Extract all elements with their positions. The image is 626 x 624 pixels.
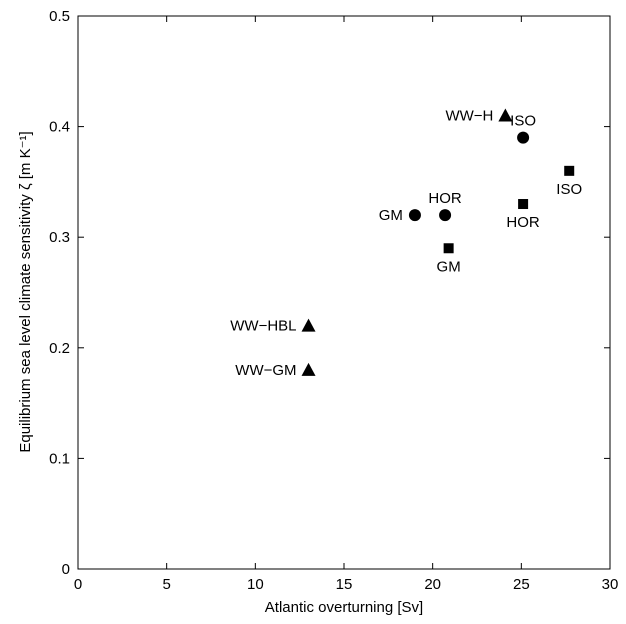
point-label: GM (437, 258, 461, 275)
x-tick-labels: 0 5 10 15 20 25 30 (74, 576, 619, 593)
circle-marker (408, 209, 421, 222)
x-tick-label: 25 (513, 576, 530, 593)
point-label: HOR (506, 214, 540, 231)
point-label: ISO (510, 113, 536, 130)
y-tick-labels: 0 0.1 0.2 0.3 0.4 0.5 (49, 8, 70, 578)
triangle-marker (498, 108, 513, 122)
x-tick-label: 5 (162, 576, 170, 593)
y-tick-label: 0.3 (49, 229, 70, 246)
axis-ticks (77, 15, 611, 570)
y-tick-label: 0.5 (49, 8, 70, 25)
y-tick-label: 0.4 (49, 119, 70, 136)
y-tick-label: 0.2 (49, 340, 70, 357)
square-marker (564, 165, 575, 176)
triangle-marker (301, 318, 316, 332)
point-label: HOR (428, 190, 462, 207)
y-tick-label: 0.1 (49, 450, 70, 467)
point-label: ISO (556, 181, 582, 198)
y-axis-label: Equilibrium sea level climate sensitivit… (17, 131, 34, 452)
y-tick-label: 0 (62, 561, 70, 578)
data-points (301, 108, 575, 376)
circle-marker (439, 209, 452, 222)
point-label: WW−GM (235, 362, 296, 379)
point-label: GM (379, 207, 403, 224)
point-label: WW−H (445, 108, 493, 125)
x-tick-label: 20 (424, 576, 441, 593)
triangle-marker (301, 362, 316, 376)
plot-frame (77, 15, 611, 570)
circle-marker (517, 131, 530, 144)
x-tick-label: 15 (336, 576, 353, 593)
square-marker (443, 243, 454, 254)
x-tick-label: 30 (602, 576, 619, 593)
point-label: WW−HBL (230, 318, 296, 335)
x-tick-label: 10 (247, 576, 264, 593)
x-axis-label: Atlantic overturning [Sv] (265, 599, 423, 616)
square-marker (518, 199, 529, 210)
x-tick-label: 0 (74, 576, 82, 593)
point-labels: GM HOR ISO GM HOR ISO WW−H WW−HBL WW−GM (230, 108, 582, 379)
